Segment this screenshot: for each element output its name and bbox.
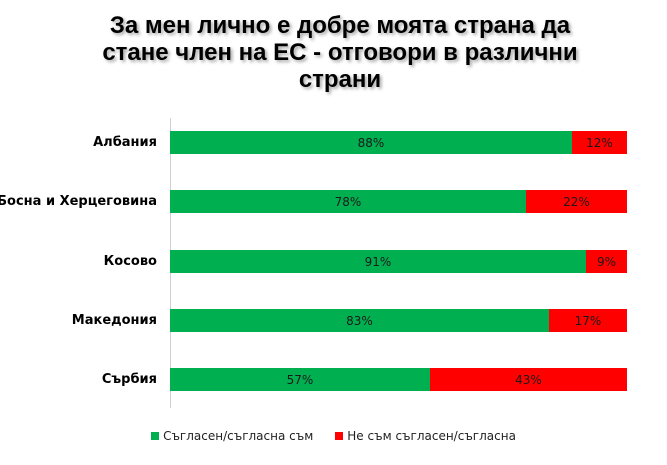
title-line-1: За мен лично е добре моята страна да	[109, 12, 571, 39]
legend-label-disagree: Не съм съгласен/съгласна	[347, 429, 516, 443]
category-label: Сърбия	[101, 372, 157, 387]
bar-agree: 78%	[170, 190, 526, 213]
legend-item-agree: Съгласен/съгласна съм	[151, 429, 313, 443]
bar-disagree: 17%	[549, 309, 627, 332]
bar-agree: 83%	[170, 309, 549, 332]
category-label: Косово	[103, 254, 157, 269]
legend-item-disagree: Не съм съгласен/съгласна	[335, 429, 516, 443]
bar-row: Сърбия 57% 43%	[0, 368, 667, 391]
bar-disagree: 9%	[586, 250, 627, 273]
bar-agree: 57%	[170, 368, 430, 391]
bar-row: Македония 83% 17%	[0, 309, 667, 332]
bar-agree: 88%	[170, 131, 572, 154]
chart-title: За мен лично е добре моята страна да ста…	[60, 12, 620, 93]
bar-row: Босна и Херцеговина 78% 22%	[0, 190, 667, 213]
title-line-2: стане член на ЕС - отговори в различни	[102, 39, 578, 66]
legend-swatch-agree	[151, 432, 160, 440]
bar-row: Албания 88% 12%	[0, 131, 667, 154]
legend-label-agree: Съгласен/съгласна съм	[163, 429, 314, 443]
bar-disagree: 22%	[526, 190, 627, 213]
category-label: Босна и Херцеговина	[0, 194, 157, 209]
title-line-3: страни	[298, 66, 382, 93]
bar-row: Косово 91% 9%	[0, 250, 667, 273]
legend-swatch-disagree	[335, 432, 344, 440]
bar-disagree: 43%	[430, 368, 627, 391]
category-label: Албания	[93, 135, 157, 150]
category-label: Македония	[71, 313, 157, 328]
bar-agree: 91%	[170, 250, 586, 273]
legend: Съгласен/съгласна съм Не съм съгласен/съ…	[0, 429, 667, 443]
bar-disagree: 12%	[572, 131, 627, 154]
